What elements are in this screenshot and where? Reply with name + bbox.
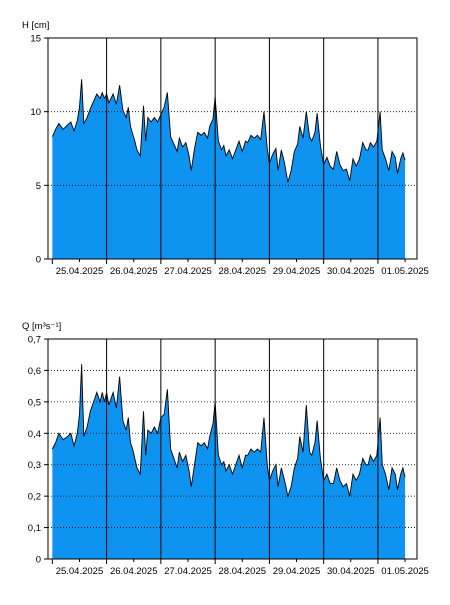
plot-frame (47, 37, 418, 260)
y-tick-label: 0 (36, 255, 41, 266)
y-tick-label: 0,3 (28, 460, 41, 471)
y-tick-label: 0,2 (28, 492, 41, 503)
x-tick-label: 27.04.2025 (164, 266, 212, 277)
series-line (51, 364, 406, 498)
y-tick-label: 0,5 (28, 397, 41, 408)
chart-panel-2: 0 0,1 0,2 0,3 0,4 0,5 0,6 0,7 25.04.2025 26.04.20… (22, 321, 429, 577)
y-axis-label: H [cm] (22, 20, 49, 31)
plot-frame (47, 338, 418, 560)
series-area (52, 364, 406, 559)
x-tick-label: 28.04.2025 (218, 266, 266, 277)
y-tick-label: 15 (30, 34, 41, 45)
y-tick-label: 0,7 (28, 335, 41, 346)
x-tick-label: 30.04.2025 (327, 566, 375, 577)
series-area (52, 79, 406, 259)
y-tick-label: 5 (36, 181, 41, 192)
y-axis-label: Q [m³s⁻¹] (22, 321, 61, 332)
y-tick-label: 0,4 (28, 429, 41, 440)
x-tick-label: 25.04.2025 (56, 266, 104, 277)
x-tick-label: 01.05.2025 (381, 266, 429, 277)
x-tick-label: 27.04.2025 (164, 566, 212, 577)
x-tick-label: 30.04.2025 (327, 266, 375, 277)
x-tick-label: 26.04.2025 (110, 566, 158, 577)
y-tick-label: 10 (30, 107, 41, 118)
x-tick-label: 26.04.2025 (110, 266, 158, 277)
y-tick-label: 0,6 (28, 366, 41, 377)
chart-panel-1: 0 5 10 15 25.04.2025 26.04.2025 27.04.2025 28.0… (22, 20, 429, 277)
series-line (51, 79, 406, 183)
x-tick-label: 29.04.2025 (273, 566, 321, 577)
y-tick-label: 0 (36, 555, 41, 566)
y-tick-label: 0,1 (28, 523, 41, 534)
x-tick-label: 29.04.2025 (273, 266, 321, 277)
x-tick-label: 25.04.2025 (56, 566, 104, 577)
x-tick-label: 01.05.2025 (381, 566, 429, 577)
x-tick-label: 28.04.2025 (218, 566, 266, 577)
